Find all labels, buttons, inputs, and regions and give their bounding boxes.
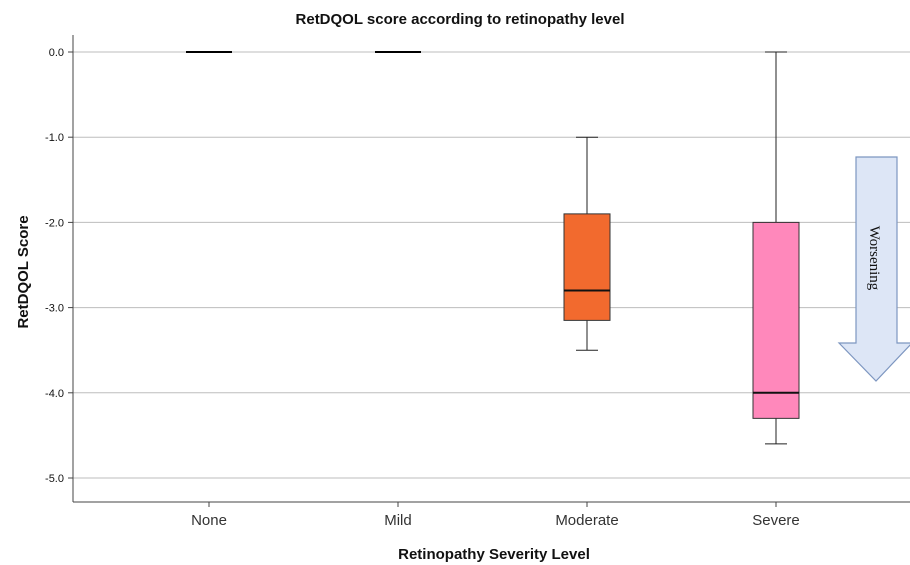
y-tick-label: -5.0 <box>45 473 64 485</box>
box-severe <box>752 51 800 445</box>
x-tick-label: Severe <box>752 512 800 529</box>
chart-title: RetDQOL score according to retinopathy l… <box>296 11 625 28</box>
iqr-box <box>563 213 611 321</box>
box-moderate <box>563 136 611 351</box>
x-tick-label: Mild <box>384 512 412 529</box>
y-tick-label: -1.0 <box>45 132 64 144</box>
x-axis-ticks: None Mild Moderate Severe <box>191 502 800 529</box>
y-tick-label: -2.0 <box>45 217 64 229</box>
x-tick-label: None <box>191 512 227 529</box>
y-tick-label: 0.0 <box>49 47 64 59</box>
x-axis-label: Retinopathy Severity Level <box>398 546 590 563</box>
y-axis-ticks: 0.0 -1.0 -2.0 -3.0 -4.0 -5.0 <box>45 47 73 485</box>
worsening-arrow: Worsening <box>837 156 910 382</box>
x-tick-label: Moderate <box>555 512 618 529</box>
y-tick-label: -4.0 <box>45 388 64 400</box>
iqr-box <box>752 221 800 419</box>
box-series <box>186 51 800 445</box>
down-arrow-icon <box>837 156 910 382</box>
y-axis-label: RetDQOL Score <box>15 215 32 328</box>
y-tick-label: -3.0 <box>45 303 64 315</box>
worsening-label: Worsening <box>866 226 882 291</box>
